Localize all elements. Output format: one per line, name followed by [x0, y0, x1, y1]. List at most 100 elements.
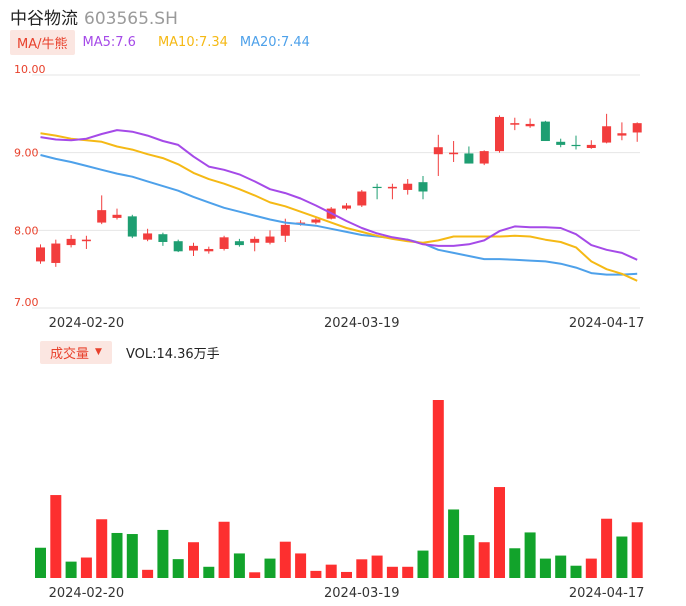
- stock-header: 中谷物流 603565.SH: [10, 4, 178, 29]
- x-tick-label: 2024-04-17: [569, 586, 645, 601]
- candle-body: [189, 245, 198, 251]
- candle-body: [51, 243, 61, 263]
- volume-bar: [249, 572, 261, 578]
- volume-bar: [279, 541, 291, 578]
- volume-bar: [264, 558, 276, 578]
- candle-body: [97, 210, 107, 223]
- volume-bar: [35, 547, 46, 578]
- volume-bar: [463, 535, 475, 578]
- volume-bar: [371, 555, 383, 578]
- candle-body: [250, 238, 260, 243]
- candle-body: [342, 205, 351, 209]
- candle-body: [464, 153, 474, 164]
- volume-bar: [494, 487, 505, 578]
- volume-bar: [356, 559, 368, 578]
- candle-body: [495, 116, 504, 152]
- candle-body: [265, 236, 275, 243]
- volume-bar: [65, 561, 77, 578]
- candle-body: [510, 123, 520, 125]
- x-tick-label: 2024-03-19: [324, 316, 400, 331]
- volume-bar: [402, 566, 414, 578]
- candle-body: [158, 234, 168, 242]
- ma5-legend: MA5:7.6: [82, 34, 136, 50]
- candle-body: [403, 183, 413, 190]
- candle-body: [387, 186, 397, 189]
- candle-body: [36, 247, 45, 262]
- volume-indicator-selector[interactable]: 成交量 ▼: [40, 340, 112, 364]
- volume-bar: [203, 566, 215, 578]
- ma10-legend: MA10:7.34: [157, 34, 228, 50]
- volume-bar: [386, 566, 398, 578]
- candle-body: [617, 133, 627, 136]
- ma-indicator-selector[interactable]: MA/牛熊: [10, 29, 75, 55]
- volume-legend: 成交量 ▼ VOL:14.36万手: [40, 340, 220, 364]
- volume-bar: [310, 570, 322, 578]
- x-tick-label: 2024-02-20: [49, 316, 125, 331]
- candle-body: [204, 248, 214, 252]
- candle-body: [418, 182, 428, 192]
- ma5-line: [40, 129, 638, 261]
- volume-bar: [539, 558, 551, 578]
- candle-body: [586, 144, 596, 149]
- volume-value: VOL:14.36万手: [125, 346, 220, 362]
- y-tick-label: 7.00: [14, 296, 39, 309]
- candle-body: [602, 126, 612, 143]
- candle-body: [127, 216, 137, 237]
- volume-bar: [172, 559, 184, 578]
- volume-bar: [96, 519, 108, 578]
- candle-body: [357, 191, 367, 206]
- volume-bar: [325, 564, 337, 578]
- candle-body: [173, 241, 183, 252]
- candle-body: [632, 123, 642, 133]
- stock-code: 603565.SH: [84, 9, 178, 29]
- volume-bar: [448, 509, 460, 578]
- candle-body: [311, 219, 321, 223]
- volume-bar: [233, 553, 245, 578]
- candle-body: [433, 147, 443, 155]
- volume-bar: [631, 522, 643, 578]
- candle-body: [372, 186, 382, 189]
- volume-bar: [616, 536, 628, 578]
- candle-body: [234, 241, 244, 246]
- volume-bar: [218, 521, 230, 578]
- y-tick-label: 9.00: [14, 147, 39, 160]
- volume-bar: [188, 542, 199, 578]
- volume-bar: [585, 558, 597, 578]
- x-tick-label: 2024-02-20: [49, 586, 125, 601]
- volume-bar: [157, 529, 169, 578]
- stock-name: 中谷物流: [10, 9, 78, 29]
- volume-tag-label: 成交量: [50, 346, 90, 362]
- candle-body: [571, 144, 581, 147]
- candle-body: [556, 141, 566, 145]
- candle-body: [112, 214, 122, 218]
- volume-bar: [478, 542, 490, 578]
- candle-body: [449, 152, 459, 155]
- candle-body: [280, 224, 290, 236]
- y-tick-label: 10.00: [14, 63, 46, 76]
- candle-body: [540, 121, 550, 142]
- ma20-line: [40, 154, 638, 276]
- volume-bar: [50, 495, 62, 578]
- volume-bar: [601, 518, 613, 578]
- volume-bar: [80, 557, 92, 578]
- candle-body: [479, 151, 489, 164]
- volume-bar: [432, 400, 444, 578]
- volume-bar: [111, 532, 123, 578]
- volume-bar: [509, 548, 521, 578]
- candle-body: [66, 238, 76, 246]
- candle-body: [81, 239, 91, 242]
- volume-bar: [570, 565, 582, 578]
- x-tick-label: 2024-04-17: [569, 316, 645, 331]
- ma-legend: MA/牛熊 MA5:7.6 MA10:7.34 MA20:7.44: [10, 29, 310, 55]
- volume-bar: [555, 555, 567, 578]
- volume-bar: [524, 532, 536, 578]
- dropdown-arrow-icon: ▼: [95, 347, 102, 357]
- candle-body: [143, 233, 153, 240]
- volume-bar: [341, 571, 352, 578]
- y-tick-label: 8.00: [14, 224, 39, 237]
- x-tick-label: 2024-03-19: [324, 586, 400, 601]
- candle-body: [219, 237, 229, 249]
- volume-bar: [126, 534, 138, 578]
- volume-bar: [142, 569, 154, 578]
